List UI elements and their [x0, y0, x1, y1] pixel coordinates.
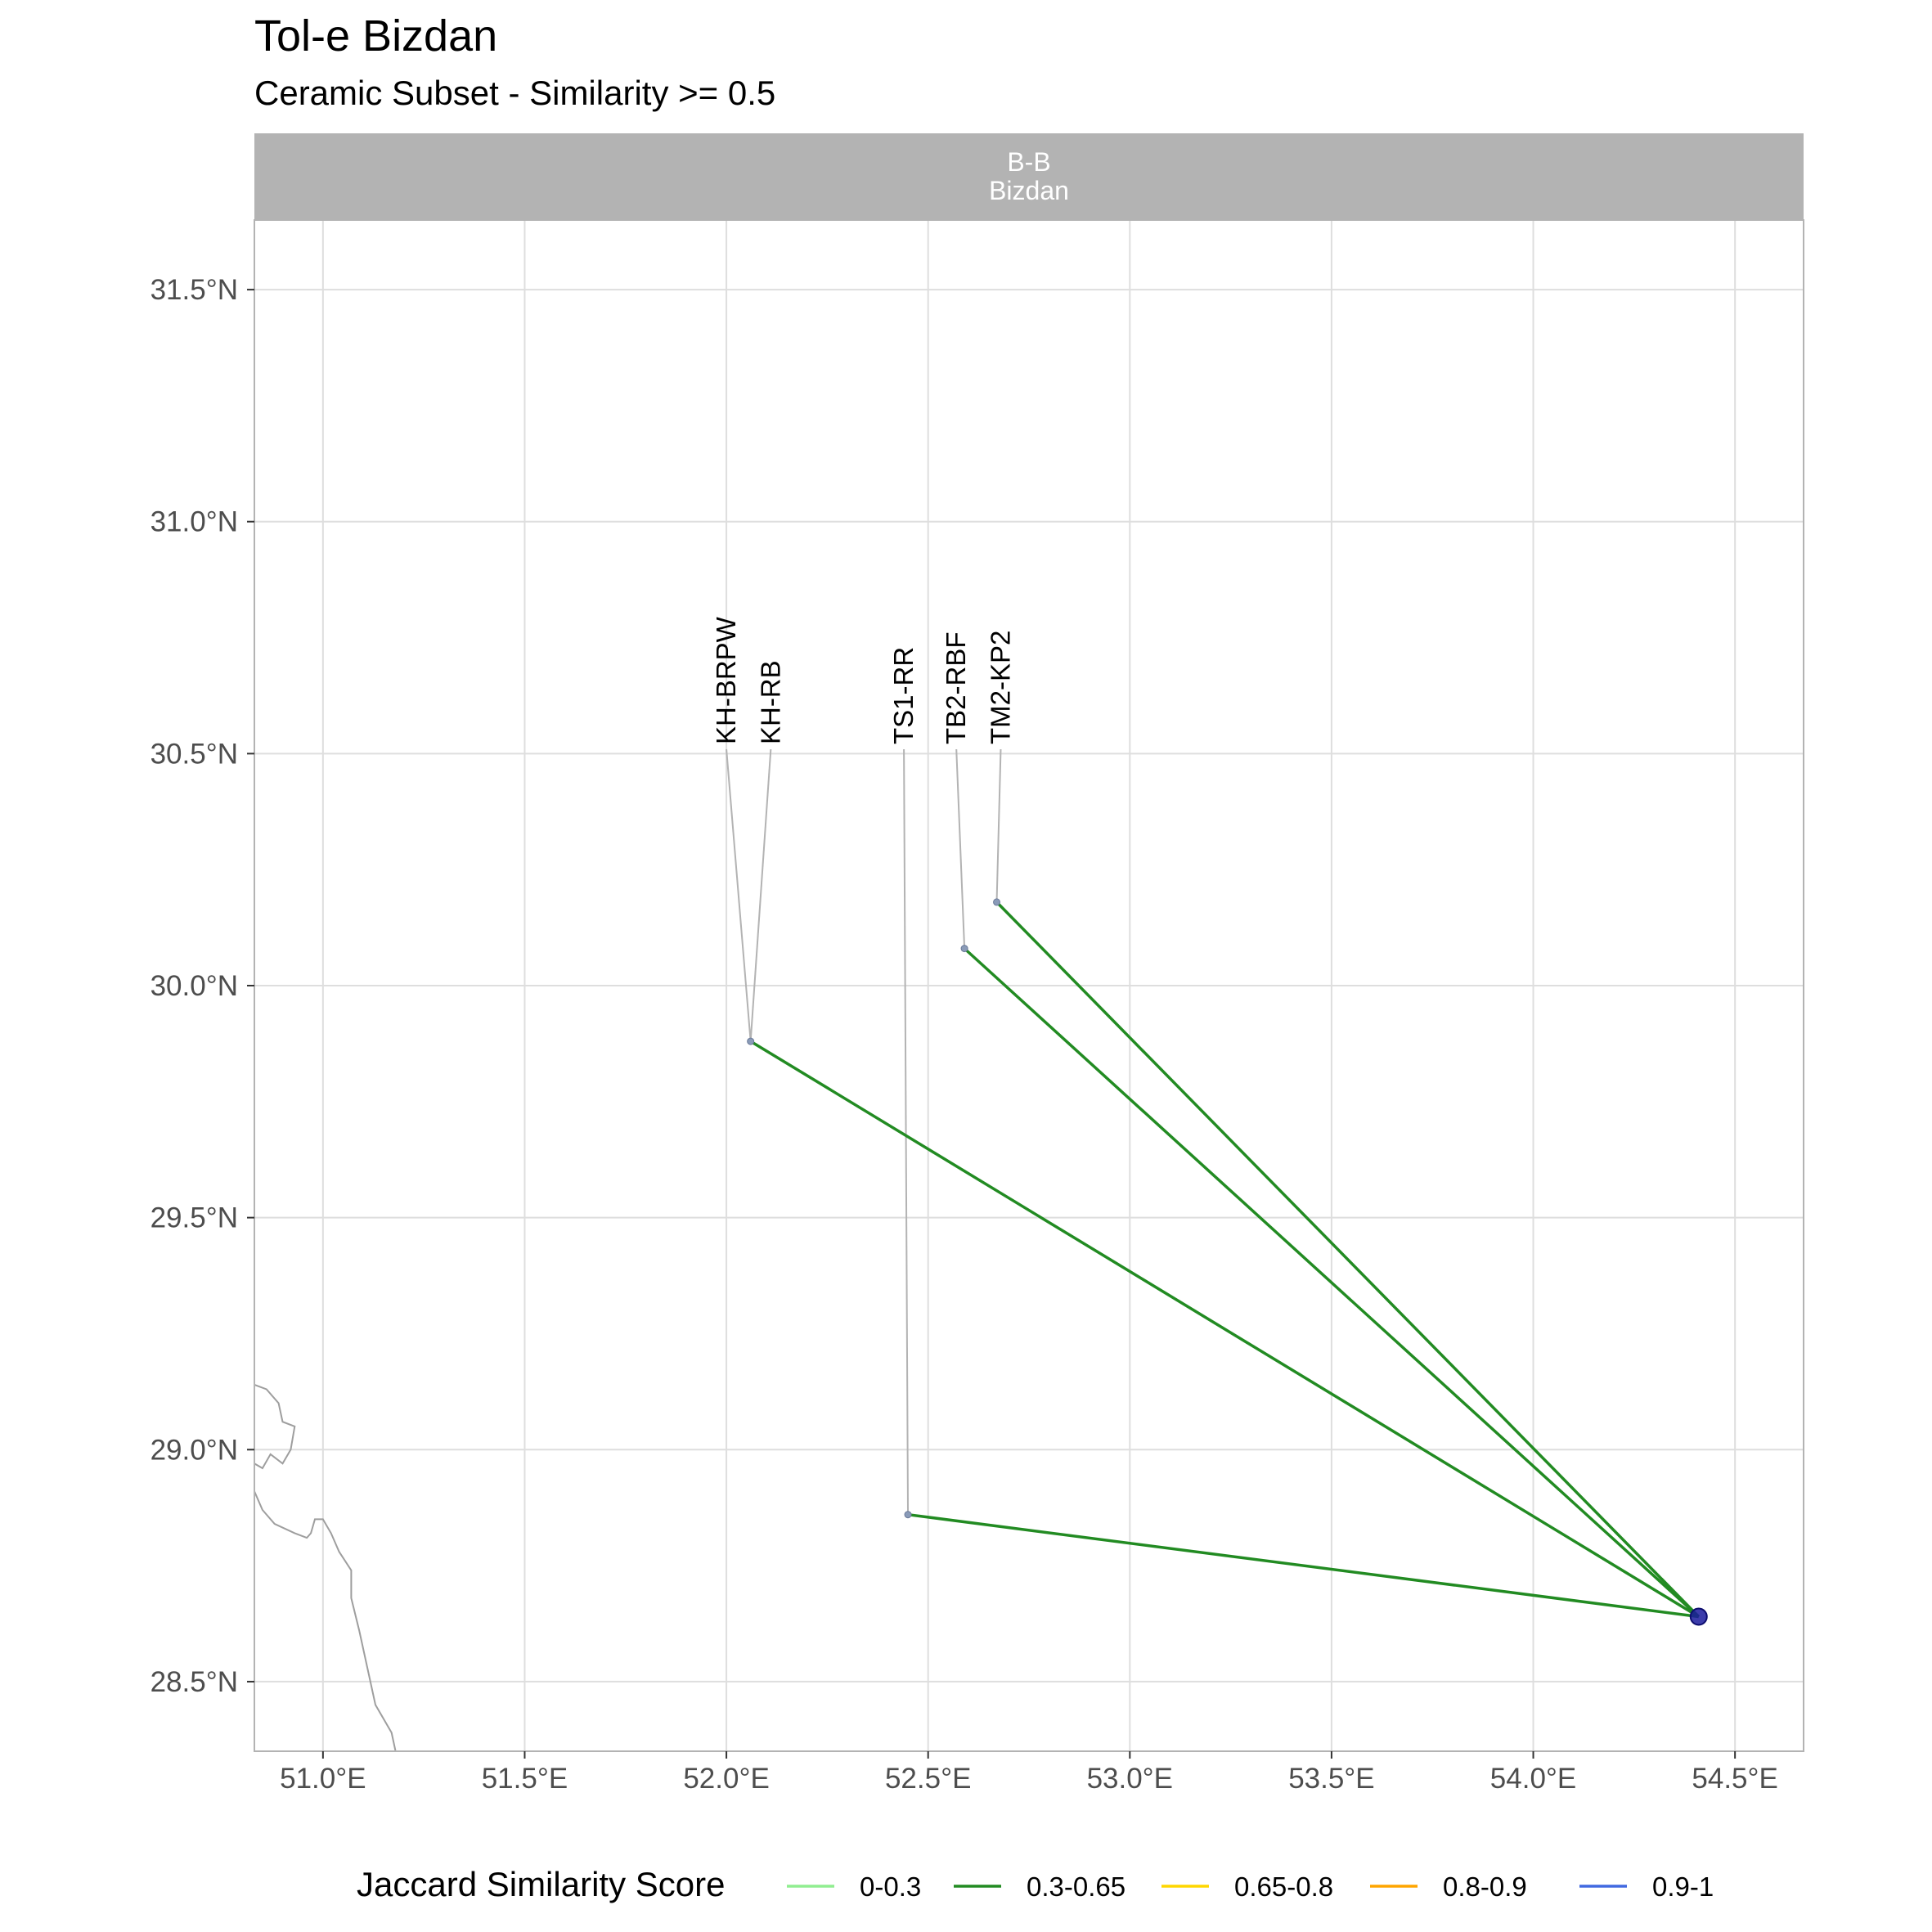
site-point-tb2-rbf — [960, 945, 968, 953]
site-label-kh-brpw: KH-BRPW — [711, 616, 741, 744]
similarity-link-2 — [907, 1512, 1699, 1619]
leader-tm2-kp2 — [995, 748, 1002, 902]
site-point-kh-brpw — [747, 1037, 755, 1045]
legend-title: Jaccard Similarity Score — [357, 1865, 725, 1903]
similarity-link-1 — [749, 1040, 1700, 1618]
coastline-segment-1 — [254, 1383, 296, 1470]
x-tick-label-53-0-e: 53.0°E — [1087, 1763, 1173, 1795]
site-points — [747, 898, 1708, 1626]
facet-strip-line-2: Bizdan — [989, 176, 1069, 205]
x-axis: 51.0°E 51.5°E 52.0°E 52.5°E 53.0°E 53.5°E 54.0… — [280, 1751, 1778, 1795]
y-tick-label-29-5-n: 29.5°N — [151, 1202, 238, 1234]
coastline-segment-2 — [254, 1490, 397, 1751]
x-tick-label-51-5-e: 51.5°E — [482, 1763, 568, 1795]
figure-title: Tol-e Bizdan — [254, 11, 497, 61]
facet-strip-background — [254, 133, 1804, 220]
facet-strip: B-B Bizdan — [254, 133, 1804, 220]
y-tick-label-30-0-n: 30.0°N — [151, 970, 238, 1002]
x-tick-label-54-5-e: 54.5°E — [1692, 1763, 1777, 1795]
similarity-link-3 — [963, 947, 1700, 1618]
leader-kh-rb — [749, 748, 772, 1042]
site-point-tm2-kp2 — [993, 898, 1001, 906]
x-tick-label-52-0-e: 52.0°E — [683, 1763, 769, 1795]
y-tick-label-30-5-n: 30.5°N — [151, 738, 238, 770]
site-label-tb2-rbf: TB2-RBF — [941, 632, 971, 745]
y-tick-label-28-5-n: 28.5°N — [151, 1666, 238, 1698]
site-label-kh-rb: KH-RB — [755, 660, 785, 744]
coastline — [254, 1383, 397, 1751]
x-tick-label-51-0-e: 51.0°E — [280, 1763, 366, 1795]
leader-ts1-rr — [903, 749, 910, 1515]
legend: Jaccard Similarity Score 0-0.3 0.3-0.65 0.… — [357, 1865, 1714, 1903]
legend-label-0-0-3: 0-0.3 — [860, 1871, 921, 1902]
label-leader-lines — [726, 748, 1002, 1515]
legend-label-0-3-0-65: 0.3-0.65 — [1027, 1871, 1126, 1902]
leader-kh-brpw — [726, 748, 752, 1042]
site-label-ts1-rr: TS1-RR — [888, 647, 919, 744]
legend-label-0-9-1: 0.9-1 — [1652, 1871, 1714, 1902]
similarity-links — [749, 901, 1701, 1619]
x-tick-label-54-0-e: 54.0°E — [1490, 1763, 1576, 1795]
legend-label-0-8-0-9: 0.8-0.9 — [1443, 1871, 1527, 1902]
y-tick-label-29-0-n: 29.0°N — [151, 1434, 238, 1466]
y-axis: 28.5°N 29.0°N 29.5°N 30.0°N 30.5°N 31.0°N 31.5… — [151, 274, 254, 1698]
x-tick-label-53-5-e: 53.5°E — [1288, 1763, 1374, 1795]
facet-strip-line-1: B-B — [1007, 147, 1050, 177]
site-labels: KH-BRPW KH-RB TS1-RR TB2-RBF TM2-KP2 — [711, 616, 1015, 744]
y-tick-label-31-0-n: 31.0°N — [151, 506, 238, 538]
gridlines — [254, 220, 1804, 1751]
map-panel: KH-BRPW KH-RB TS1-RR TB2-RBF TM2-KP2 — [254, 219, 1804, 1752]
focal-site-point — [1689, 1607, 1708, 1626]
similarity-link-4 — [995, 901, 1701, 1618]
legend-label-0-65-0-8: 0.65-0.8 — [1234, 1871, 1333, 1902]
figure-subtitle: Ceramic Subset - Similarity >= 0.5 — [254, 74, 775, 112]
leader-tb2-rbf — [955, 748, 966, 949]
site-point-ts1-rr — [904, 1511, 912, 1519]
y-tick-label-31-5-n: 31.5°N — [151, 274, 238, 306]
x-tick-label-52-5-e: 52.5°E — [885, 1763, 971, 1795]
site-label-tm2-kp2: TM2-KP2 — [985, 631, 1015, 744]
